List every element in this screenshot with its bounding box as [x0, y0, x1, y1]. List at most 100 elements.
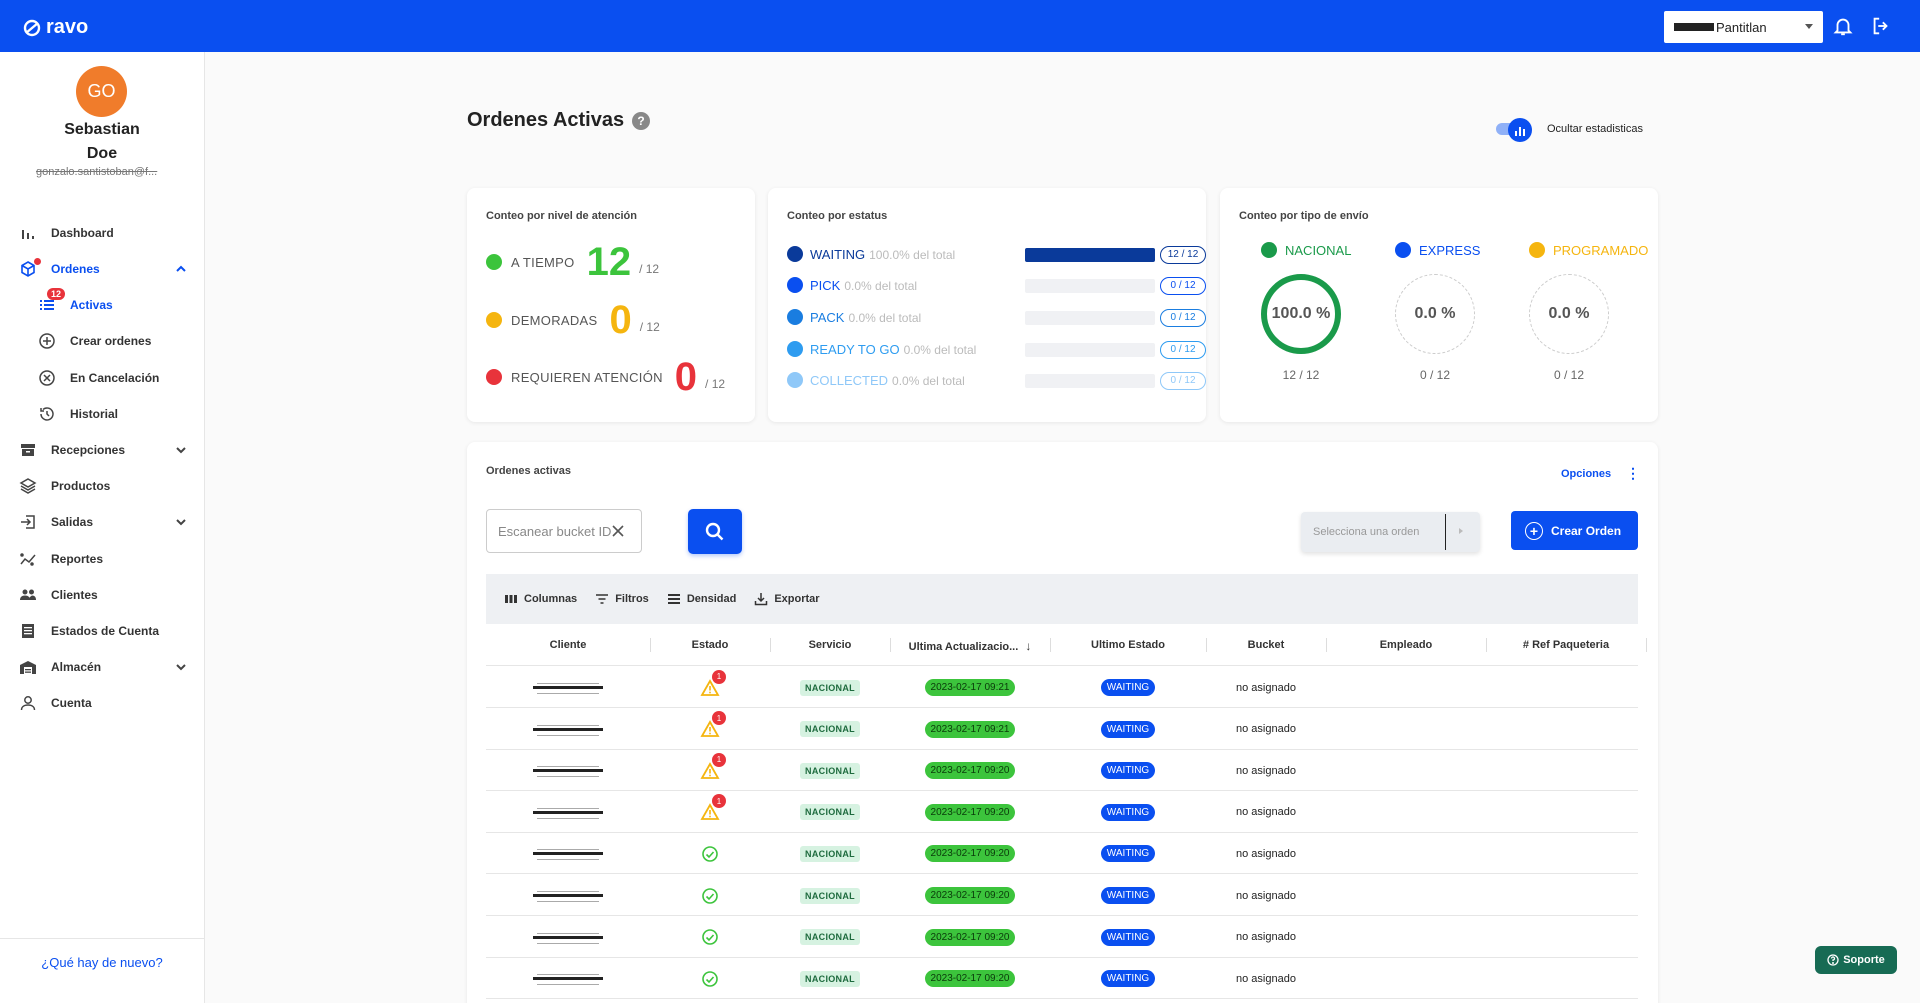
- sidebar-item-productos[interactable]: Productos: [0, 471, 204, 501]
- status-name: READY TO GO 0.0% del total: [810, 342, 976, 357]
- column-separator[interactable]: [1486, 638, 1487, 652]
- avatar[interactable]: GO: [76, 66, 127, 117]
- scan-bucket-input[interactable]: Escanear bucket ID: [486, 509, 642, 553]
- whats-new-link[interactable]: ¿Qué hay de nuevo?: [41, 955, 163, 970]
- column-header[interactable]: Cliente: [486, 639, 650, 651]
- sidebar-item-en-cancelacion[interactable]: En Cancelación: [0, 363, 204, 393]
- chevron-down-icon: [176, 664, 186, 671]
- stats-toggle[interactable]: [1496, 118, 1534, 142]
- redacted-client-name: [533, 683, 603, 694]
- select-order-dropdown[interactable]: Selecciona una orden: [1301, 512, 1480, 552]
- column-header[interactable]: # Ref Paqueteria: [1486, 639, 1646, 651]
- more-vertical-icon[interactable]: ⋮: [1626, 465, 1640, 481]
- service-chip: NACIONAL: [800, 970, 860, 987]
- column-header[interactable]: Bucket: [1206, 639, 1326, 651]
- add-circle-icon: [39, 333, 55, 349]
- bell-icon[interactable]: [1832, 15, 1854, 37]
- page-title: Ordenes Activas: [467, 109, 625, 131]
- options-button[interactable]: Opciones: [1561, 468, 1612, 480]
- status-row: WAITING 100.0% del total 12 / 12: [787, 244, 1206, 264]
- cell-bucket: no asignado: [1236, 806, 1296, 819]
- sidebar-item-clientes[interactable]: Clientes: [0, 580, 204, 610]
- notification-dot: [34, 258, 41, 265]
- exit-icon: [21, 515, 35, 529]
- sidebar-item-cuenta[interactable]: Cuenta: [0, 688, 204, 718]
- table-row[interactable]: NACIONAL 2023-02-17 09:20 WAITING no asigna…: [486, 833, 1638, 875]
- column-separator[interactable]: [770, 638, 771, 652]
- warning-status[interactable]: 1: [700, 711, 726, 738]
- date-chip: 2023-02-17 09:21: [924, 679, 1016, 696]
- attention-card: Conteo por nivel de atención A TIEMPO 12…: [467, 188, 755, 422]
- table-row[interactable]: 1 NACIONAL 2023-02-17 09:21 WAITING no asign…: [486, 709, 1638, 750]
- sidebar-item-historial[interactable]: Historial: [0, 399, 204, 429]
- sidebar-item-ordenes[interactable]: Ordenes: [0, 254, 204, 284]
- status-dot: [1395, 242, 1411, 258]
- status-dot: [486, 254, 502, 270]
- search-icon: [705, 522, 724, 540]
- column-separator[interactable]: [1646, 638, 1647, 652]
- column-separator[interactable]: [1206, 638, 1207, 652]
- sidebar-item-dashboard[interactable]: Dashboard: [0, 218, 204, 248]
- user-last-name: Doe: [86, 145, 118, 162]
- check-circle-icon: [702, 846, 718, 862]
- column-header[interactable]: Estado: [650, 639, 770, 651]
- table-row[interactable]: 1 NACIONAL 2023-02-17 09:21 WAITING no asign…: [486, 667, 1638, 708]
- table-row[interactable]: NACIONAL 2023-02-17 09:20 WAITING no asigna…: [486, 958, 1638, 1000]
- column-separator[interactable]: [650, 638, 651, 652]
- help-icon[interactable]: ?: [632, 112, 650, 130]
- cell-fecha: 2023-02-17 09:20: [890, 917, 1050, 958]
- create-order-label: Crear Orden: [1551, 523, 1622, 538]
- column-separator[interactable]: [890, 638, 891, 652]
- sidebar-item-recepciones[interactable]: Recepciones: [0, 435, 204, 465]
- table-row[interactable]: NACIONAL 2023-02-17 09:20 WAITING no asigna…: [486, 917, 1638, 958]
- cell-empleado: [1326, 833, 1486, 874]
- cell-ref-paqueteria: [1486, 833, 1646, 874]
- warning-status[interactable]: 1: [700, 752, 726, 780]
- columns-button[interactable]: Columnas: [504, 592, 577, 606]
- column-header[interactable]: Empleado: [1326, 639, 1486, 651]
- column-header[interactable]: Ultimo Estado: [1050, 639, 1206, 651]
- branch-select[interactable]: Pantitlan: [1664, 11, 1823, 43]
- column-header[interactable]: Servicio: [770, 639, 890, 651]
- redacted-client-name: [533, 807, 603, 819]
- orders-title: Ordenes activas: [486, 465, 571, 477]
- sidebar-item-salidas[interactable]: Salidas: [0, 507, 204, 537]
- sidebar-item-estados-de-cuenta[interactable]: Estados de Cuenta: [0, 616, 204, 646]
- table-row[interactable]: 1 NACIONAL 2023-02-17 09:20 WAITING no asign…: [486, 750, 1638, 792]
- search-button[interactable]: [688, 509, 742, 554]
- status-name: PACK 0.0% del total: [810, 310, 921, 325]
- sidebar-item-reportes[interactable]: Reportes: [0, 544, 204, 574]
- column-separator[interactable]: [1050, 638, 1051, 652]
- logout-icon[interactable]: [1870, 15, 1892, 37]
- density-button[interactable]: Densidad: [667, 592, 736, 606]
- scan-placeholder: Escanear bucket ID: [498, 523, 612, 539]
- layers-icon: [19, 478, 37, 494]
- sidebar-item-almacen[interactable]: Almacén: [0, 652, 204, 682]
- cell-ultimo-estado: WAITING: [1050, 792, 1206, 833]
- column-separator[interactable]: [1326, 638, 1327, 652]
- cell-fecha: 2023-02-17 09:20: [890, 958, 1050, 999]
- stats-toggle-label: Ocultar estadisticas: [1547, 123, 1643, 135]
- table-row[interactable]: NACIONAL 2023-02-17 09:20 WAITING no asigna…: [486, 875, 1638, 916]
- export-button[interactable]: Exportar: [754, 592, 820, 606]
- warning-status[interactable]: 1: [700, 794, 726, 821]
- sidebar-item-crear-ordenes[interactable]: Crear ordenes: [0, 326, 204, 356]
- close-icon[interactable]: [609, 522, 627, 540]
- status-progress-bar: [1025, 374, 1155, 388]
- column-header[interactable]: Ultima Actualizacio... ↓: [890, 639, 1050, 653]
- status-chip: WAITING: [1100, 762, 1156, 780]
- create-order-button[interactable]: + Crear Orden: [1511, 511, 1638, 550]
- filters-button[interactable]: Filtros: [595, 592, 649, 606]
- attention-value: 12: [586, 239, 632, 284]
- arrow-down-icon[interactable]: ↓: [1025, 639, 1032, 653]
- warning-icon: [700, 720, 720, 737]
- warning-status[interactable]: 1: [700, 669, 726, 697]
- app-logo[interactable]: ravo: [22, 16, 88, 39]
- table-row[interactable]: 1 NACIONAL 2023-02-17 09:20 WAITING no asign…: [486, 792, 1638, 833]
- sidebar-item-activas[interactable]: 12 Activas: [0, 288, 204, 320]
- cell-estado: [650, 833, 770, 874]
- cell-ref-paqueteria: [1486, 750, 1646, 791]
- select-order-label: Selecciona una orden: [1313, 526, 1420, 538]
- shipping-percent-ring: 100.0 %: [1261, 274, 1341, 354]
- support-button[interactable]: Soporte: [1815, 946, 1897, 974]
